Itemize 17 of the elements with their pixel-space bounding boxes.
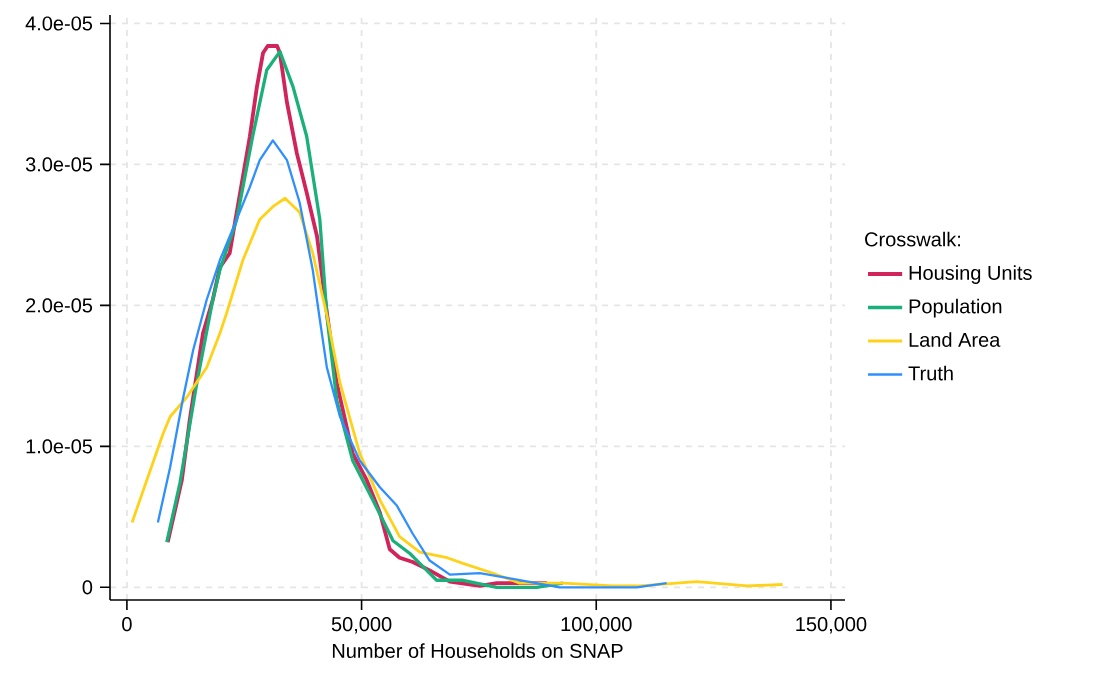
line-series xyxy=(156,139,668,589)
line-series xyxy=(130,196,784,588)
y-tick-label: 0 xyxy=(82,580,93,595)
y-tick-label: 1.0e-05 xyxy=(26,439,93,454)
legend-label: Population xyxy=(909,298,1002,318)
y-tick-label: 2.0e-05 xyxy=(26,298,93,313)
y-tick-label: 4.0e-05 xyxy=(25,16,93,31)
y-tick-label: 3.0e-05 xyxy=(25,157,93,172)
x-tick-label: 150,000 xyxy=(796,617,867,634)
x-tick-label: 0 xyxy=(122,617,132,632)
legend-title: Crosswalk: xyxy=(865,231,961,247)
legend-label: Land Area xyxy=(909,332,1001,347)
x-tick-label: 100,000 xyxy=(561,617,632,634)
legend-label: Housing Units xyxy=(909,265,1032,284)
legend-label: Truth xyxy=(908,365,953,381)
x-tick-label: 50,000 xyxy=(331,617,392,634)
x-axis-title: Number of Households on SNAP xyxy=(332,643,623,658)
